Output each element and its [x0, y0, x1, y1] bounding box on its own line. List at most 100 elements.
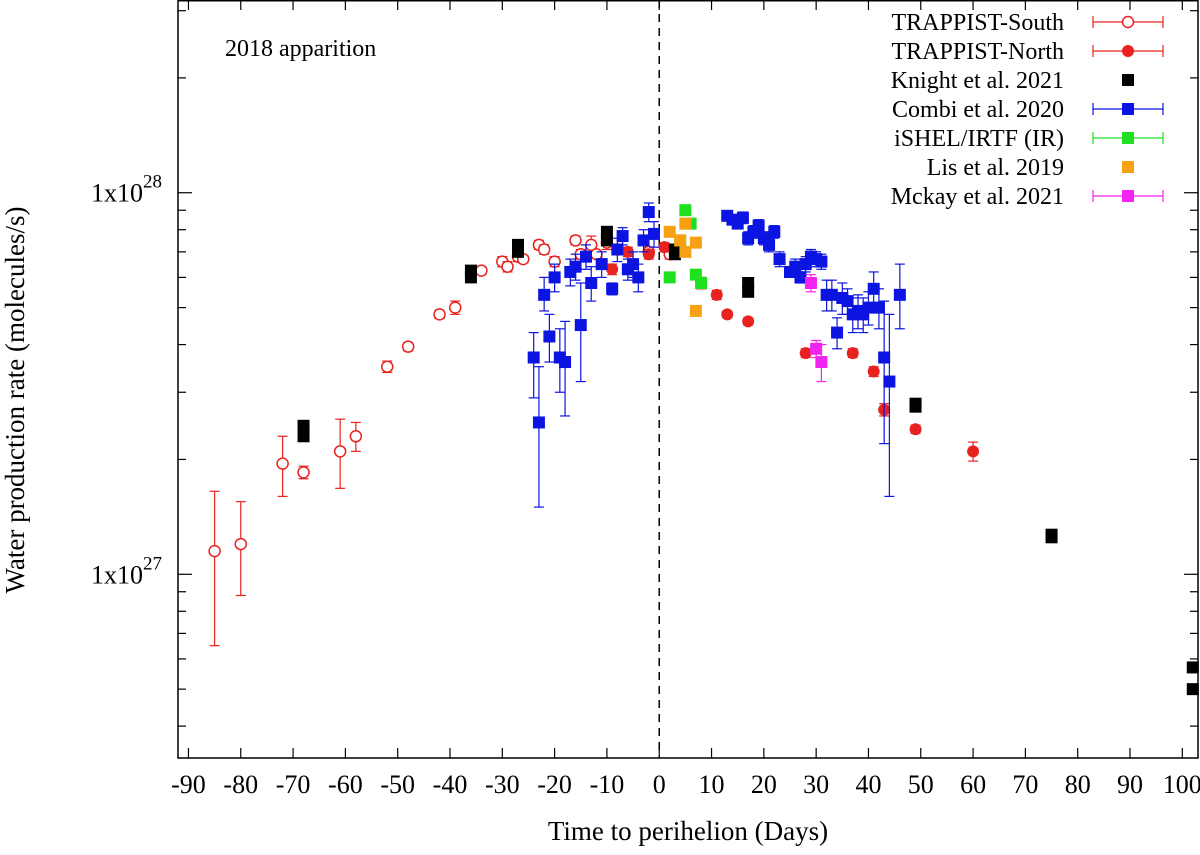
x-tick-label: -40	[433, 770, 468, 799]
legend-marker	[1121, 15, 1135, 29]
data-point	[663, 271, 676, 284]
data-point	[909, 397, 922, 410]
data-point	[867, 282, 880, 295]
data-point	[600, 225, 613, 238]
legend-item-1: TRAPPIST-North	[892, 39, 1164, 65]
legend-label: Lis et al. 2019	[927, 155, 1064, 181]
series-6	[804, 274, 828, 383]
legend-label: TRAPPIST-South	[892, 10, 1065, 36]
x-tick-label: 80	[1065, 770, 1091, 799]
x-tick-label: 10	[699, 770, 725, 799]
data-point	[689, 304, 702, 317]
data-point	[512, 238, 524, 251]
data-point	[841, 295, 854, 308]
data-point	[532, 416, 545, 429]
x-tick-label: -30	[485, 770, 520, 799]
x-tick-label: 50	[908, 770, 934, 799]
data-point	[752, 219, 765, 232]
data-point	[464, 264, 477, 277]
legend-item-0: TRAPPIST-South	[892, 10, 1164, 36]
legend-label: Mckay et al. 2021	[891, 184, 1064, 210]
data-point	[878, 351, 891, 364]
data-point	[595, 258, 608, 271]
legend-marker	[1122, 74, 1134, 86]
data-point	[1045, 528, 1058, 541]
legend: TRAPPIST-South TRAPPIST-North Knight et al…	[891, 10, 1164, 210]
axes-layer: -90 -80 -70 -60 -50 -40 -30 -20 -10 0 10 20 30 40 50 60…	[91, 0, 1200, 799]
x-tick-label: -50	[380, 770, 415, 799]
data-point	[642, 206, 655, 219]
legend-item-2: Knight et al. 2021	[891, 68, 1134, 94]
data-point	[606, 263, 619, 276]
data-point	[527, 351, 540, 364]
data-point	[627, 258, 640, 271]
legend-label: iSHEL/IRTF (IR)	[894, 126, 1064, 152]
data-point	[611, 243, 624, 256]
data-point	[548, 271, 561, 284]
legend-item-4: iSHEL/IRTF (IR)	[894, 126, 1164, 152]
data-point	[825, 288, 838, 301]
x-tick-label: 40	[855, 770, 881, 799]
data-point	[574, 319, 587, 332]
data-point	[831, 326, 844, 339]
data-point	[679, 204, 692, 217]
data-point	[333, 445, 347, 458]
data-point	[658, 241, 671, 254]
x-tick-label: -90	[171, 770, 206, 799]
data-point	[815, 255, 828, 268]
x-tick-label: 20	[751, 770, 777, 799]
data-point	[872, 301, 885, 314]
data-point	[810, 342, 823, 355]
data-point	[679, 245, 692, 258]
data-point	[768, 225, 781, 238]
x-tick-label: -20	[537, 770, 572, 799]
legend-marker	[1122, 132, 1134, 144]
data-point	[632, 271, 645, 284]
data-point	[674, 234, 687, 247]
data-point	[621, 245, 634, 258]
data-point	[616, 230, 629, 243]
data-point	[585, 277, 598, 290]
legend-marker	[1122, 161, 1134, 173]
data-point	[742, 315, 755, 328]
y-axis-title: Water production rate (molecules/s)	[0, 207, 30, 594]
data-point	[569, 234, 582, 247]
data-point	[742, 277, 755, 290]
series-5	[663, 217, 702, 317]
data-point	[642, 248, 655, 261]
data-point	[789, 260, 802, 273]
data-point	[689, 236, 702, 249]
x-tick-label: -10	[590, 770, 625, 799]
data-point	[380, 360, 394, 373]
series-3	[527, 202, 906, 508]
legend-item-5: Lis et al. 2019	[927, 155, 1134, 181]
data-point	[679, 217, 692, 230]
data-point	[1186, 661, 1199, 674]
legend-label: Combi et al. 2020	[892, 97, 1064, 123]
data-point	[648, 227, 660, 240]
data-point	[559, 356, 572, 369]
data-point	[804, 277, 817, 290]
data-point	[297, 430, 310, 443]
series-2	[297, 225, 1199, 696]
data-point	[475, 264, 488, 277]
x-tick-label: 60	[960, 770, 986, 799]
x-tick-label: -80	[223, 770, 258, 799]
data-point	[668, 243, 681, 256]
x-tick-label: 0	[653, 770, 666, 799]
data-point	[637, 234, 650, 247]
y-tick-label: 1x1028	[91, 172, 162, 208]
data-point	[846, 347, 859, 360]
legend-marker	[1122, 45, 1134, 57]
data-point	[909, 423, 922, 436]
x-tick-label: -70	[276, 770, 311, 799]
data-point	[537, 243, 551, 256]
data-point	[606, 282, 619, 295]
data-point	[543, 330, 556, 343]
data-point	[721, 308, 734, 321]
data-point	[967, 445, 980, 458]
data-point	[1186, 683, 1199, 696]
legend-item-6: Mckay et al. 2021	[891, 184, 1164, 210]
data-point	[799, 347, 812, 360]
